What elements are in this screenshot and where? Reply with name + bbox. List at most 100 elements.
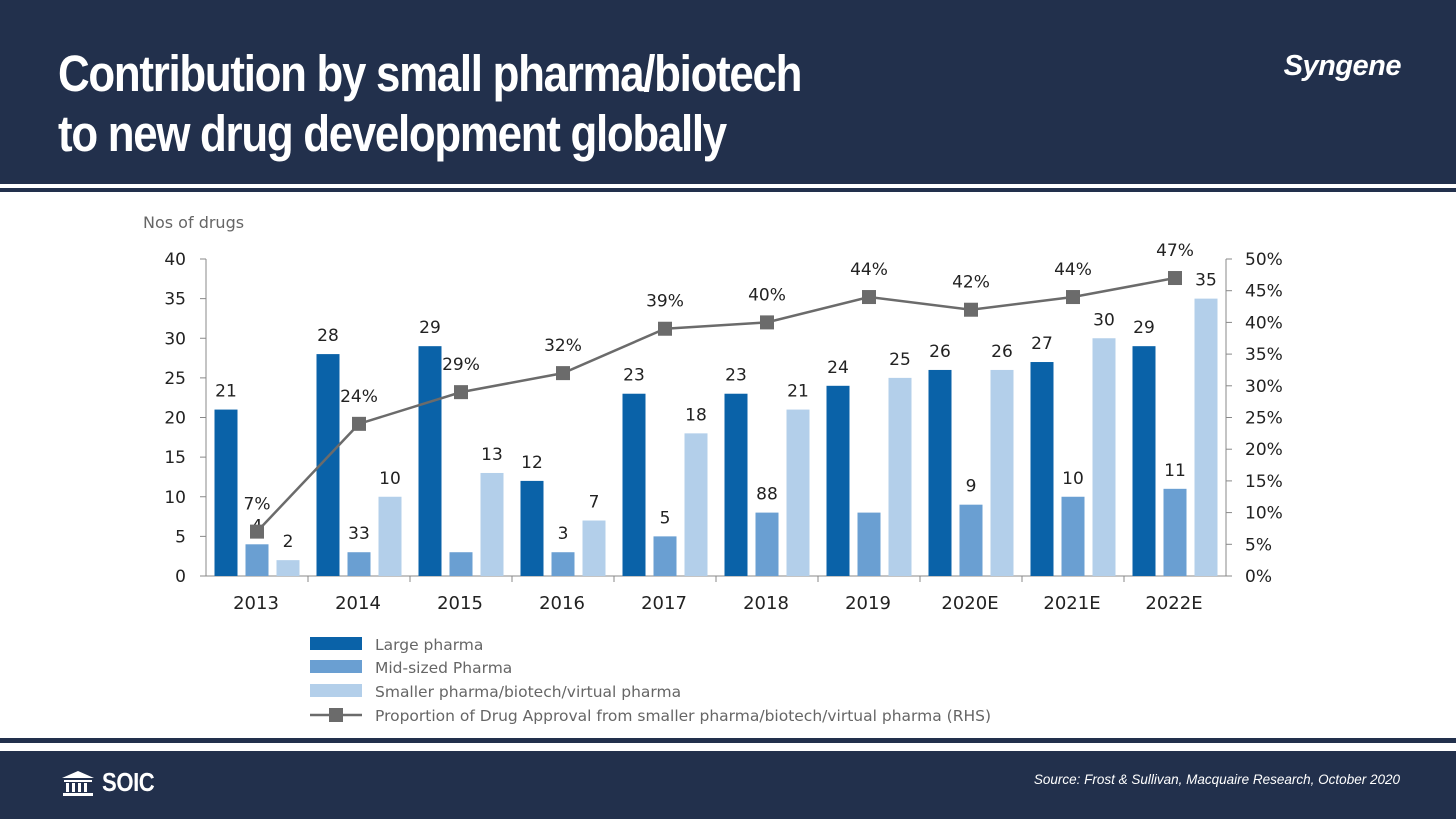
bar-mid xyxy=(1163,488,1187,576)
percent-label: 44% xyxy=(1054,260,1092,280)
data-label: 13 xyxy=(481,445,503,465)
proportion-marker xyxy=(658,321,672,336)
bar-small xyxy=(684,433,708,576)
y2-tick-label: 0% xyxy=(1245,567,1272,587)
data-label: 88 xyxy=(756,485,778,505)
bar-small xyxy=(378,496,402,576)
bar-small xyxy=(888,377,912,576)
bar-small xyxy=(1092,338,1116,576)
bar-large xyxy=(418,346,442,576)
data-label: 12 xyxy=(521,453,543,473)
bar-mid xyxy=(857,512,881,576)
legend-swatch-small xyxy=(310,684,362,697)
header-bar xyxy=(0,0,1456,184)
data-label: 7 xyxy=(589,493,600,513)
percent-label: 7% xyxy=(244,495,271,515)
proportion-marker xyxy=(760,315,774,330)
y-tick-label: 30 xyxy=(164,329,186,349)
data-label: 25 xyxy=(889,350,911,370)
proportion-marker xyxy=(1168,271,1182,286)
legend-swatch-mid xyxy=(310,660,362,673)
legend-label: Large pharma xyxy=(375,636,483,654)
percent-label: 40% xyxy=(748,285,786,305)
y2-tick-label: 45% xyxy=(1245,282,1283,302)
data-label: 10 xyxy=(1062,469,1084,489)
proportion-marker xyxy=(352,416,366,431)
bar-large xyxy=(316,354,340,576)
data-label: 30 xyxy=(1093,310,1115,330)
x-tick-label: 2020E xyxy=(941,593,998,614)
legend-label: Smaller pharma/biotech/virtual pharma xyxy=(375,683,681,701)
bar-mid xyxy=(449,552,473,576)
data-label: 29 xyxy=(419,318,441,338)
y2-tick-label: 35% xyxy=(1245,345,1283,365)
y-tick-label: 10 xyxy=(164,488,186,508)
x-tick-label: 2016 xyxy=(539,593,585,614)
x-tick-label: 2015 xyxy=(437,593,483,614)
legend-swatch-large xyxy=(310,637,362,650)
soic-logo-text: SOIC xyxy=(102,767,155,797)
y-tick-label: 15 xyxy=(164,448,186,468)
soic-logo: SOIC xyxy=(60,767,164,798)
brand-logo: Syngene xyxy=(1283,50,1402,82)
bar-mid xyxy=(347,552,371,576)
data-label: 23 xyxy=(623,366,645,386)
x-tick-label: 2013 xyxy=(233,593,279,614)
percent-label: 47% xyxy=(1156,241,1194,261)
footer-bar xyxy=(0,751,1456,819)
data-label: 11 xyxy=(1164,461,1186,481)
bar-small xyxy=(276,560,300,576)
x-tick-label: 2014 xyxy=(335,593,381,614)
percent-label: 24% xyxy=(340,387,378,407)
y2-tick-label: 25% xyxy=(1245,409,1283,429)
y2-tick-label: 30% xyxy=(1245,377,1283,397)
x-tick-label: 2017 xyxy=(641,593,687,614)
proportion-marker xyxy=(862,290,876,305)
data-label: 26 xyxy=(991,342,1013,362)
y-tick-label: 35 xyxy=(164,290,186,310)
bar-small xyxy=(480,472,504,576)
data-label: 27 xyxy=(1031,334,1053,354)
data-label: 29 xyxy=(1133,318,1155,338)
data-label: 23 xyxy=(725,366,747,386)
data-label: 3 xyxy=(558,524,569,544)
proportion-marker xyxy=(250,524,264,539)
y-axis-title: Nos of drugs xyxy=(143,213,244,232)
data-label: 18 xyxy=(685,405,707,425)
y-tick-label: 0 xyxy=(175,567,186,587)
data-label: 9 xyxy=(966,477,977,497)
percent-label: 32% xyxy=(544,336,582,356)
bar-mid xyxy=(653,536,677,576)
y-tick-label: 20 xyxy=(164,409,186,429)
bar-mid xyxy=(959,504,983,576)
bar-mid xyxy=(1061,496,1085,576)
y-tick-label: 40 xyxy=(164,250,186,270)
bar-large xyxy=(520,480,544,576)
source-note: Source: Frost & Sullivan, Macquaire Rese… xyxy=(1033,772,1400,787)
data-label: 10 xyxy=(379,469,401,489)
x-tick-label: 2021E xyxy=(1043,593,1100,614)
x-tick-label: 2019 xyxy=(845,593,891,614)
data-label: 26 xyxy=(929,342,951,362)
x-tick-label: 2018 xyxy=(743,593,789,614)
legend-label: Proportion of Drug Approval from smaller… xyxy=(375,707,991,725)
y2-tick-label: 5% xyxy=(1245,535,1272,555)
building-icon xyxy=(62,770,94,796)
y-tick-label: 5 xyxy=(175,527,186,547)
data-label: 35 xyxy=(1195,271,1217,291)
bar-large xyxy=(724,393,748,576)
bar-small xyxy=(1194,298,1218,576)
bar-small xyxy=(582,520,606,576)
proportion-marker xyxy=(556,366,570,381)
legend-label: Mid-sized Pharma xyxy=(375,659,512,677)
proportion-marker xyxy=(454,385,468,400)
title-line-2: to new drug development globally xyxy=(58,105,727,162)
bar-small xyxy=(786,409,810,576)
data-label: 24 xyxy=(827,358,849,378)
bar-mid xyxy=(551,552,575,576)
y2-tick-label: 40% xyxy=(1245,313,1283,333)
y2-tick-label: 20% xyxy=(1245,440,1283,460)
page-title: Contribution by small pharma/biotech to … xyxy=(58,44,802,164)
data-label: 33 xyxy=(348,524,370,544)
